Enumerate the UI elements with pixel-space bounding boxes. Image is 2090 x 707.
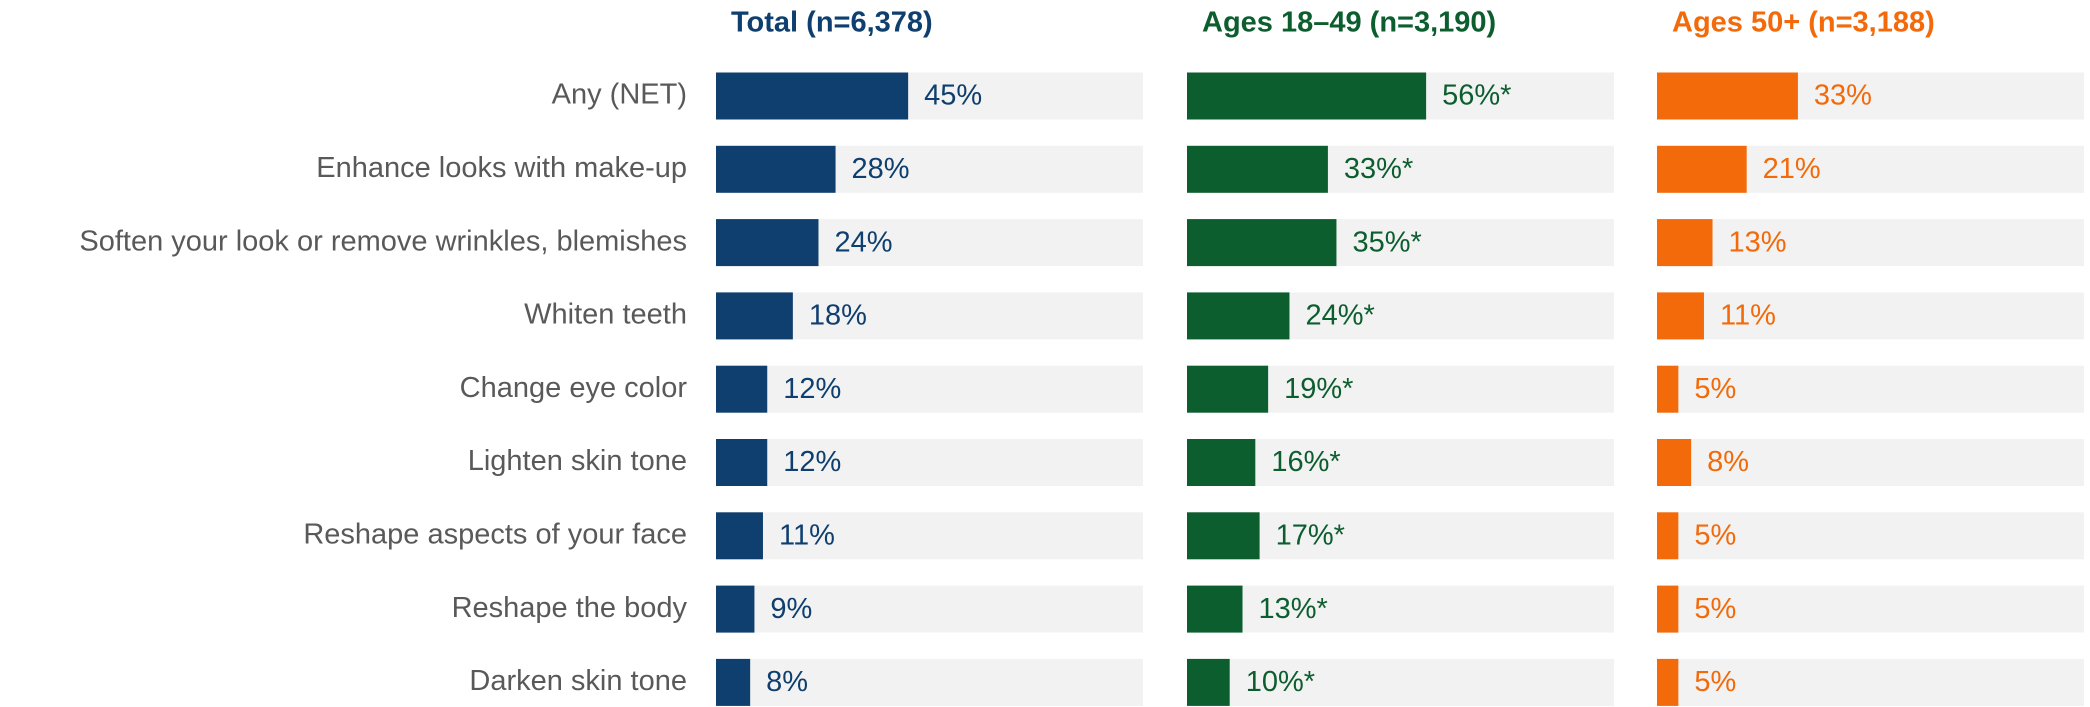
bar <box>1657 658 1679 706</box>
bar-track <box>1657 585 2084 633</box>
value-label: 45% <box>924 80 982 112</box>
bar-track <box>1657 439 2084 486</box>
bar-track <box>1187 658 1614 706</box>
value-label: 12% <box>783 373 841 405</box>
bar-track <box>716 585 1143 633</box>
category-label: Lighten skin tone <box>468 445 687 477</box>
value-label: 8% <box>766 666 808 698</box>
value-label: 11% <box>1720 300 1776 332</box>
value-label: 5% <box>1694 373 1736 405</box>
value-label: 18% <box>809 300 867 332</box>
bar <box>1187 512 1260 560</box>
bar <box>716 439 768 486</box>
bar-track <box>1187 439 1614 486</box>
bar <box>1187 72 1427 120</box>
value-label: 8% <box>1707 446 1749 478</box>
bar <box>1187 439 1256 486</box>
bar <box>1657 585 1679 633</box>
bar <box>1657 365 1679 413</box>
bar <box>1187 145 1328 193</box>
bar <box>716 512 763 560</box>
category-label: Change eye color <box>460 372 688 404</box>
category-label: Whiten teeth <box>524 299 687 331</box>
bar <box>1657 72 1798 120</box>
bar-track <box>1657 658 2084 706</box>
bar-track <box>716 439 1143 486</box>
bar <box>1657 292 1704 340</box>
category-label: Reshape aspects of your face <box>303 518 687 550</box>
bar <box>1657 439 1692 486</box>
panel-title: Ages 50+ (n=3,188) <box>1672 7 1935 39</box>
bar <box>1657 145 1747 193</box>
bar-track <box>1657 292 2084 340</box>
value-label: 12% <box>783 446 841 478</box>
value-label: 24% <box>834 226 892 258</box>
value-label: 16%* <box>1271 446 1340 478</box>
value-label: 13% <box>1729 226 1787 258</box>
value-label: 5% <box>1694 593 1736 625</box>
value-label: 33%* <box>1344 153 1413 185</box>
bar <box>1187 292 1290 340</box>
bar <box>716 219 819 267</box>
value-label: 10%* <box>1246 666 1315 698</box>
bar <box>716 72 909 120</box>
bar <box>716 658 751 706</box>
value-label: 21% <box>1763 153 1821 185</box>
value-label: 19%* <box>1284 373 1353 405</box>
bar <box>716 365 768 413</box>
bar <box>1187 585 1243 633</box>
value-label: 17%* <box>1276 519 1345 551</box>
bar-track <box>1657 512 2084 560</box>
bar-track <box>716 512 1143 560</box>
value-label: 13%* <box>1259 593 1328 625</box>
bar-track <box>716 365 1143 413</box>
value-label: 5% <box>1694 666 1736 698</box>
bar <box>716 585 755 633</box>
value-label: 35%* <box>1352 226 1421 258</box>
value-label: 9% <box>770 593 812 625</box>
value-label: 5% <box>1694 519 1736 551</box>
value-label: 56%* <box>1442 80 1511 112</box>
bar <box>1187 219 1337 267</box>
bar-track <box>1657 219 2084 267</box>
bar <box>1187 365 1269 413</box>
bar <box>1657 512 1679 560</box>
value-label: 33% <box>1814 80 1872 112</box>
category-label: Darken skin tone <box>469 665 687 697</box>
bar <box>716 292 793 340</box>
bar-track <box>1187 585 1614 633</box>
category-label: Enhance looks with make-up <box>316 152 687 184</box>
panel-title: Total (n=6,378) <box>731 7 933 39</box>
bar-track <box>1657 365 2084 413</box>
bar <box>716 145 836 193</box>
bar <box>1657 219 1713 267</box>
value-label: 28% <box>852 153 910 185</box>
bar-track <box>716 658 1143 706</box>
category-label: Reshape the body <box>452 592 688 624</box>
panel-title: Ages 18–49 (n=3,190) <box>1202 7 1496 39</box>
value-label: 11% <box>779 519 835 551</box>
category-label: Soften your look or remove wrinkles, ble… <box>79 225 687 257</box>
bar <box>1187 658 1230 706</box>
value-label: 24%* <box>1305 300 1374 332</box>
category-label: Any (NET) <box>552 79 687 111</box>
